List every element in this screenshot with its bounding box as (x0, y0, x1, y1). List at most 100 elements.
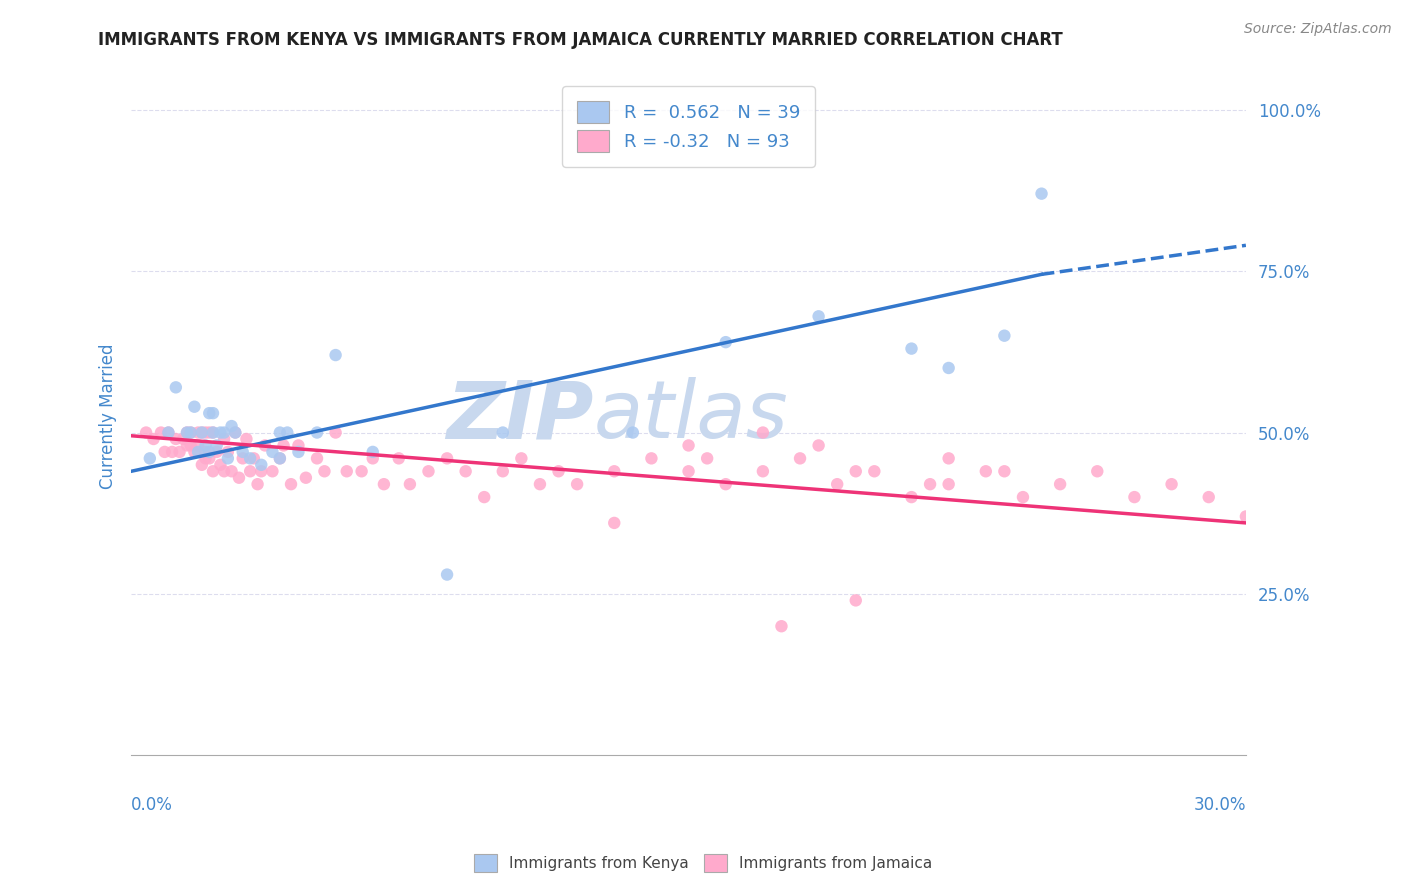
Point (176, 438, 198, 452)
Point (191, 458, 214, 472)
Legend: Immigrants from Kenya, Immigrants from Jamaica: Immigrants from Kenya, Immigrants from J… (465, 846, 941, 880)
Point (165, 380, 187, 394)
Point (900, 490, 922, 504)
Point (621, 425, 644, 440)
Point (201, 425, 224, 440)
Point (187, 445, 209, 459)
Point (139, 451, 162, 466)
Point (603, 516, 626, 530)
Point (183, 445, 205, 459)
Point (295, 471, 318, 485)
Point (938, 477, 960, 491)
Point (993, 328, 1015, 343)
Point (250, 464, 273, 478)
Point (287, 438, 309, 452)
Point (454, 464, 477, 478)
Point (993, 464, 1015, 478)
Point (696, 451, 718, 466)
Point (243, 451, 266, 466)
Y-axis label: Currently Married: Currently Married (100, 343, 117, 489)
Text: ZIP: ZIP (447, 377, 593, 456)
Point (920, 477, 942, 491)
Point (1123, 490, 1146, 504)
Point (142, 432, 165, 446)
Point (221, 419, 243, 434)
Point (807, 310, 830, 324)
Point (1198, 490, 1220, 504)
Point (472, 490, 495, 504)
Point (305, 425, 328, 440)
Text: 30.0%: 30.0% (1194, 796, 1246, 814)
Point (157, 425, 180, 440)
Point (198, 425, 221, 440)
Point (169, 445, 191, 459)
Point (176, 425, 198, 440)
Point (149, 425, 172, 440)
Point (1049, 477, 1071, 491)
Point (250, 458, 273, 472)
Point (863, 464, 886, 478)
Point (201, 406, 224, 420)
Text: 0.0%: 0.0% (131, 796, 173, 814)
Point (276, 425, 298, 440)
Point (714, 335, 737, 350)
Point (1012, 490, 1035, 504)
Point (361, 445, 384, 459)
Point (325, 348, 347, 362)
Point (565, 477, 588, 491)
Point (172, 432, 194, 446)
Point (194, 425, 217, 440)
Point (845, 593, 868, 607)
Point (209, 458, 232, 472)
Point (187, 438, 209, 452)
Point (165, 432, 187, 446)
Point (183, 400, 205, 414)
Point (224, 425, 246, 440)
Point (938, 361, 960, 376)
Point (198, 406, 221, 420)
Point (224, 425, 246, 440)
Point (350, 464, 373, 478)
Point (678, 464, 700, 478)
Text: IMMIGRANTS FROM KENYA VS IMMIGRANTS FROM JAMAICA CURRENTLY MARRIED CORRELATION C: IMMIGRANTS FROM KENYA VS IMMIGRANTS FROM… (98, 31, 1063, 49)
Point (205, 438, 228, 452)
Point (770, 619, 793, 633)
Point (201, 464, 224, 478)
Point (194, 451, 217, 466)
Point (436, 451, 458, 466)
Point (1085, 464, 1108, 478)
Point (212, 464, 235, 478)
Legend: R =  0.562   N = 39, R = -0.32   N = 93: R = 0.562 N = 39, R = -0.32 N = 93 (562, 87, 814, 167)
Point (314, 464, 336, 478)
Point (201, 425, 224, 440)
Point (194, 445, 217, 459)
Point (510, 451, 533, 466)
Text: Source: ZipAtlas.com: Source: ZipAtlas.com (1244, 22, 1392, 37)
Point (547, 464, 569, 478)
Point (269, 451, 291, 466)
Point (221, 464, 243, 478)
Point (239, 464, 262, 478)
Point (212, 432, 235, 446)
Point (325, 425, 347, 440)
Point (974, 464, 997, 478)
Point (239, 451, 262, 466)
Point (752, 425, 775, 440)
Text: atlas: atlas (593, 377, 789, 456)
Point (262, 445, 284, 459)
Point (194, 438, 217, 452)
Point (228, 471, 250, 485)
Point (176, 425, 198, 440)
Point (217, 445, 239, 459)
Point (640, 451, 662, 466)
Point (492, 464, 515, 478)
Point (1031, 186, 1053, 201)
Point (232, 451, 254, 466)
Point (1160, 477, 1182, 491)
Point (305, 451, 328, 466)
Point (153, 445, 176, 459)
Point (205, 445, 228, 459)
Point (246, 477, 269, 491)
Point (269, 425, 291, 440)
Point (714, 477, 737, 491)
